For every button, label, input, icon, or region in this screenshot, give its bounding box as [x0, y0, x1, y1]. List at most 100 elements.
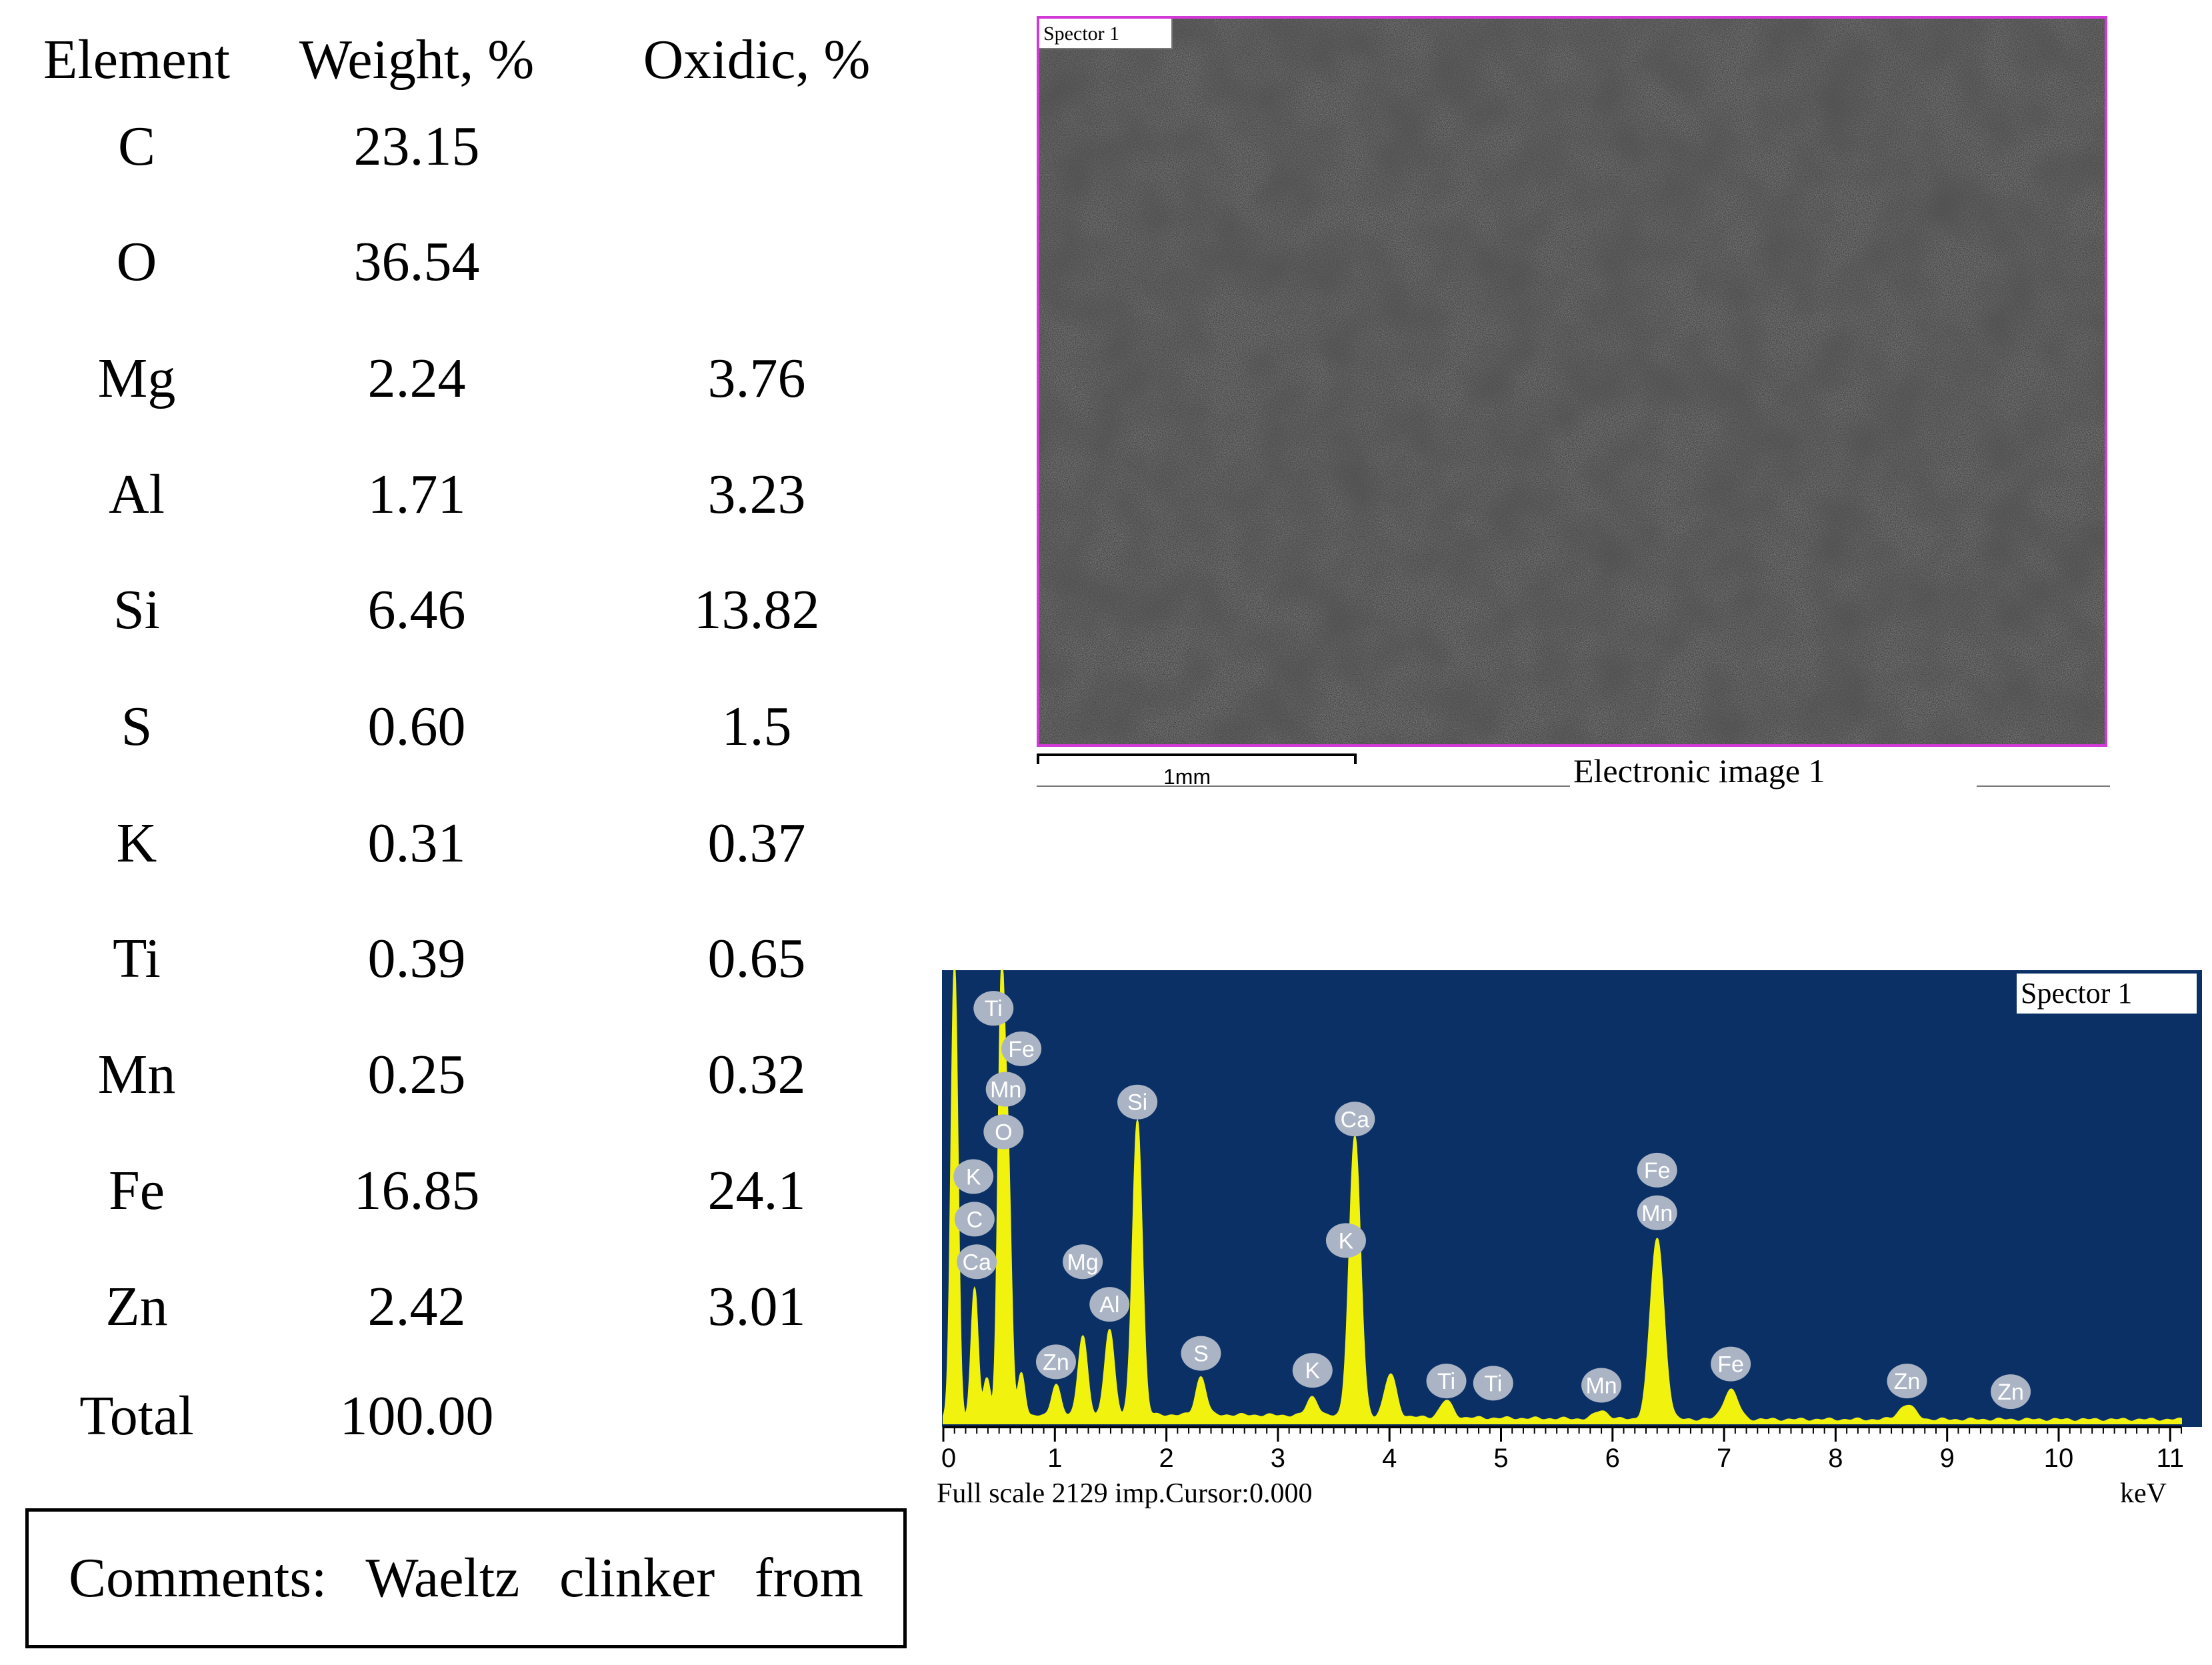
- peak-label-bubble: [1887, 1364, 1927, 1399]
- scale-bar-label: 1mm: [1163, 765, 1211, 789]
- peak-label: C: [954, 1202, 995, 1237]
- x-tick-label: 0: [941, 1444, 956, 1473]
- cell-weight: 16.85: [353, 1160, 480, 1222]
- peak-label-bubble: [1426, 1364, 1467, 1399]
- peak-label-bubble: [1637, 1195, 1677, 1230]
- plot-background: [942, 970, 2202, 1427]
- peak-label: Fe: [1637, 1152, 1677, 1188]
- comments-text: Comments: Waeltz clinker from: [69, 1547, 863, 1609]
- peak-label: O: [983, 1114, 1024, 1150]
- comments-box: Comments: Waeltz clinker from: [25, 1508, 907, 1648]
- peak-label-text: O: [995, 1120, 1012, 1145]
- peak-label-text: Mn: [1585, 1374, 1617, 1399]
- x-tick-label: 6: [1605, 1444, 1620, 1473]
- cell-element: S: [121, 695, 153, 757]
- peak-label: Fe: [1711, 1346, 1751, 1382]
- table-row: Al 1.71 3.23: [13, 461, 893, 528]
- peak-label-bubble: [1637, 1152, 1677, 1188]
- cell-element: Fe: [109, 1160, 165, 1222]
- x-tick-label: 2: [1159, 1444, 1173, 1473]
- peak-label-bubble: [1473, 1366, 1513, 1401]
- peak-label: K: [1325, 1223, 1366, 1258]
- header-element: Element: [43, 29, 230, 91]
- table-row: K 0.31 0.37: [13, 810, 893, 877]
- cell-element: Total: [79, 1385, 194, 1447]
- x-tick-label: 3: [1271, 1444, 1285, 1473]
- peak-label-text: Zn: [1894, 1369, 1921, 1394]
- peak-label-text: Mn: [990, 1078, 1021, 1103]
- x-tick-label: 11: [2157, 1444, 2185, 1473]
- x-axis: 0 1 2 3 4 5 6 7 8 9 10 11: [941, 1426, 2185, 1473]
- peak-label: Al: [1089, 1287, 1130, 1322]
- peak-label-text: Ti: [1437, 1369, 1455, 1394]
- peak-label: Zn: [1035, 1344, 1076, 1380]
- peak-label: Zn: [1887, 1364, 1927, 1399]
- peak-label-text: C: [967, 1207, 983, 1232]
- cell-element: K: [116, 812, 157, 874]
- peak-label-bubble: [953, 1159, 994, 1194]
- sem-caption: Electronic image 1: [1573, 752, 1825, 789]
- cell-oxidic: [587, 113, 927, 180]
- peak-label-bubble: [1991, 1374, 2031, 1410]
- cell-weight: 2.24: [367, 347, 466, 409]
- cell-weight: 6.46: [367, 579, 466, 641]
- peak-label: Mn: [1581, 1368, 1622, 1403]
- cell-weight: 2.42: [367, 1276, 466, 1338]
- peak-label: Mn: [985, 1072, 1026, 1107]
- x-tick-label: 5: [1493, 1444, 1508, 1473]
- table-row: Si 6.46 13.82: [13, 577, 893, 643]
- peak-label: Ca: [1335, 1102, 1375, 1137]
- table-header-row: Element Weight, % Oxidic, %: [13, 27, 893, 93]
- peak-label-text: Ca: [962, 1250, 991, 1275]
- cell-element: O: [116, 231, 157, 293]
- peak-label-text: K: [1305, 1358, 1320, 1384]
- spectrum-series: [943, 970, 2183, 1424]
- peak-label-text: Zn: [1043, 1350, 1069, 1375]
- peak-label: Zn: [1991, 1374, 2031, 1410]
- cell-oxidic: 13.82: [693, 579, 820, 641]
- peak-label-bubble: [1063, 1244, 1103, 1280]
- table-row: Zn 2.42 3.01: [13, 1274, 893, 1340]
- peak-label-text: Ca: [1341, 1107, 1370, 1132]
- peak-label-text: Zn: [1997, 1380, 2024, 1405]
- eds-spectrum-panel: Ti Fe Mn O K C Ca Mg Al Zn Si S K Ca K Ti Ti Mn Fe Mn Fe Zn Zn…: [937, 967, 2212, 1527]
- peak-label-text: Si: [1127, 1090, 1147, 1116]
- cell-oxidic: 24.1: [707, 1160, 806, 1222]
- x-axis-unit: keV: [2120, 1478, 2167, 1509]
- cell-oxidic: [587, 1383, 927, 1450]
- peak-label-text: Ti: [985, 996, 1003, 1022]
- peak-label-bubble: [954, 1202, 995, 1237]
- cell-oxidic: 3.01: [707, 1276, 806, 1338]
- cell-weight: 0.39: [367, 928, 466, 990]
- x-tick-label: 10: [2044, 1444, 2074, 1473]
- header-weight: Weight, %: [299, 29, 535, 91]
- cell-element: Zn: [105, 1276, 168, 1338]
- cell-weight: 0.60: [367, 695, 466, 757]
- peak-label: Mg: [1063, 1244, 1103, 1280]
- peak-label-bubble: [1089, 1287, 1130, 1322]
- peak-label: Ti: [973, 991, 1014, 1026]
- table-row: Ti 0.39 0.65: [13, 926, 893, 992]
- peak-label-bubble: [1117, 1084, 1158, 1120]
- cell-oxidic: 1.5: [721, 695, 792, 757]
- cell-element: Al: [109, 463, 165, 525]
- cell-weight: 1.71: [367, 463, 466, 525]
- peak-label-bubble: [1335, 1102, 1375, 1137]
- x-tick-label: 8: [1828, 1444, 1843, 1473]
- peak-label-text: S: [1193, 1342, 1209, 1367]
- cell-weight: 23.15: [353, 115, 480, 177]
- peak-label: Fe: [1001, 1031, 1042, 1066]
- cell-weight: 100.00: [339, 1385, 494, 1447]
- peak-label-text: Mg: [1067, 1250, 1099, 1275]
- sem-caption-underline: [1977, 785, 2110, 787]
- cell-oxidic: 0.32: [707, 1044, 806, 1106]
- peak-label-text: Fe: [1717, 1352, 1744, 1378]
- table-row: Mg 2.24 3.76: [13, 345, 893, 412]
- spectrum-title: Spector 1: [2017, 974, 2197, 1014]
- peak-label-bubble: [973, 991, 1014, 1026]
- peak-label-bubble: [1001, 1031, 1042, 1066]
- cell-element: Si: [113, 579, 161, 641]
- cell-oxidic: 0.65: [707, 928, 806, 990]
- spectrum-footer: Full scale 2129 imp.Cursor:0.000: [937, 1478, 1313, 1509]
- micrograph-texture: [1039, 19, 2105, 744]
